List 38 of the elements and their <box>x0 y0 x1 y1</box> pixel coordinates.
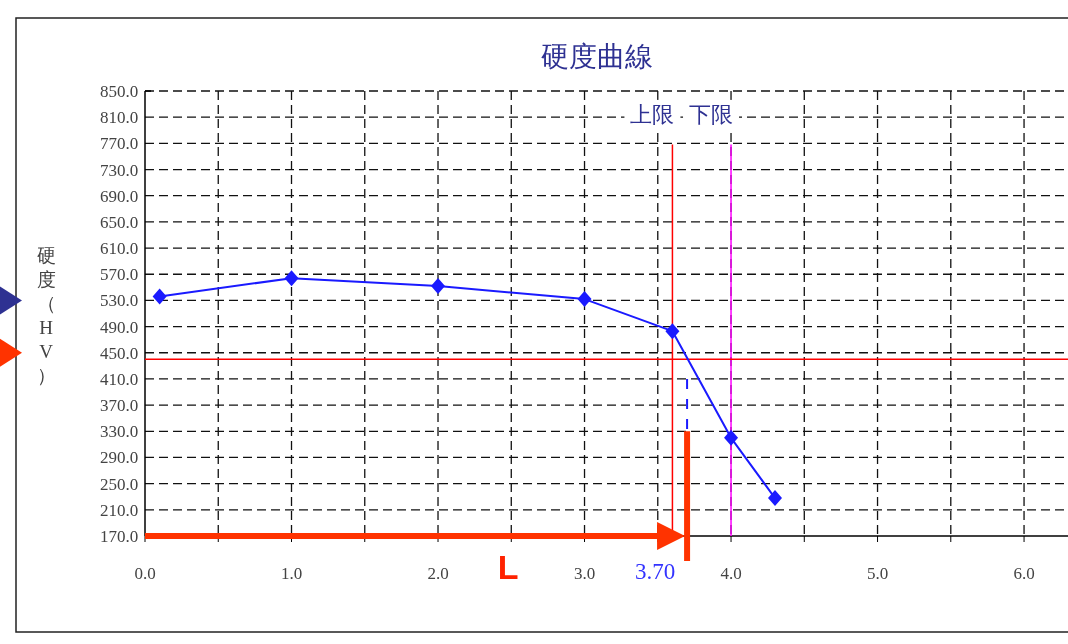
y-tick-label: 570.0 <box>99 265 139 285</box>
point <box>152 288 167 305</box>
point <box>284 270 299 287</box>
y-tick-label: 250.0 <box>99 474 139 494</box>
y-tick-label: 850.0 <box>99 82 139 101</box>
y-tick-label: 810.0 <box>99 108 139 128</box>
y-tick-label: 610.0 <box>99 239 139 259</box>
x-tick-label: 1.0 <box>280 564 303 583</box>
y-tick-label: 410.0 <box>99 369 139 389</box>
x-tick-label: 5.0 <box>866 564 889 583</box>
y-tick-label: 650.0 <box>99 212 139 232</box>
y-tick-label: 490.0 <box>99 317 139 337</box>
point <box>767 490 782 507</box>
point <box>577 291 592 308</box>
x-tick-label: 2.0 <box>427 564 449 583</box>
y-tick-label: 770.0 <box>99 134 139 154</box>
ref-line-label: 3.70 <box>634 559 676 584</box>
x-tick-label: 6.0 <box>1013 564 1035 583</box>
ref-line-label: 下限 <box>689 102 734 128</box>
y-tick-label: 330.0 <box>99 422 139 442</box>
y-tick-label: 210.0 <box>99 500 139 520</box>
chart-title: 硬度曲線 <box>540 41 653 72</box>
y-tick-label: 290.0 <box>99 448 139 468</box>
y-tick-label: 730.0 <box>99 160 139 180</box>
x-tick-label: 4.0 <box>720 564 742 583</box>
x-tick-label: 3.0 <box>573 564 596 583</box>
ref-line-label: 上限 <box>630 102 675 128</box>
y-tick-label: 530.0 <box>99 291 139 311</box>
point <box>431 278 446 295</box>
x-tick-label: 0.0 <box>134 564 156 583</box>
y-tick-label: 450.0 <box>99 343 139 363</box>
y-tick-label: 690.0 <box>99 186 139 206</box>
point <box>665 323 680 340</box>
point <box>724 429 739 446</box>
y-tick-label: 370.0 <box>99 396 139 416</box>
text: L <box>497 548 519 586</box>
y-axis-title: 硬度（HV） <box>36 245 56 386</box>
y-tick-label: 170.0 <box>99 527 139 546</box>
